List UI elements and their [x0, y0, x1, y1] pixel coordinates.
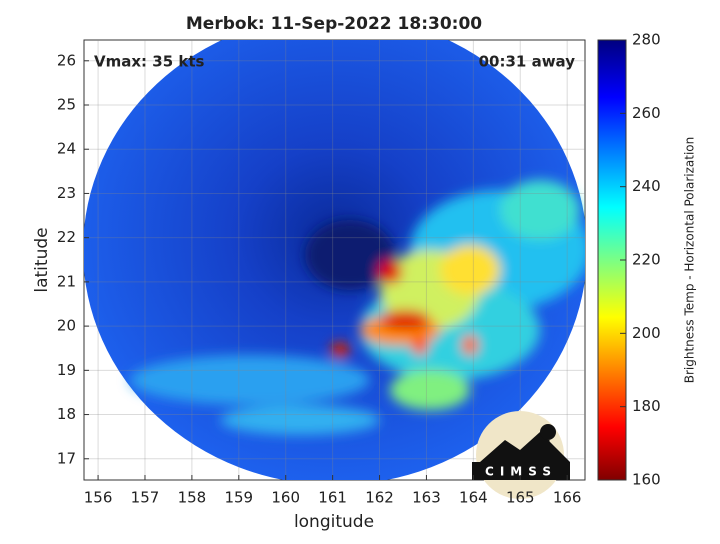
colorbar-label: Brightness Temp - Horizontal Polarizatio… — [683, 137, 697, 384]
grid — [84, 40, 585, 480]
y-tick-label: 21 — [57, 272, 76, 290]
y-tick-label: 17 — [57, 449, 76, 467]
x-tick-label: 156 — [84, 489, 113, 507]
annotation: Vmax: 35 kts — [94, 53, 204, 71]
annotation: 00:31 away — [479, 53, 576, 71]
logo: CIMSS — [472, 411, 570, 499]
colorbar-tick-label: 160 — [632, 471, 661, 489]
x-tick-label: 162 — [365, 489, 394, 507]
logo-text: CIMSS — [485, 465, 557, 479]
satellite-image — [84, 40, 585, 480]
colorbar-tick-label: 260 — [632, 104, 661, 122]
y-tick-label: 22 — [57, 228, 76, 246]
y-tick-label: 24 — [57, 140, 76, 158]
x-tick-label: 159 — [224, 489, 253, 507]
y-tick-label: 23 — [57, 184, 76, 202]
x-tick-label: 160 — [271, 489, 300, 507]
chart-title: Merbok: 11-Sep-2022 18:30:00 — [186, 14, 482, 34]
y-tick-label: 19 — [57, 361, 76, 379]
x-axis-label: longitude — [294, 512, 374, 532]
colorbar-tick-label: 180 — [632, 397, 661, 415]
x-tick-label: 163 — [412, 489, 441, 507]
x-tick-label: 157 — [131, 489, 160, 507]
x-tick-label: 166 — [553, 489, 582, 507]
colorbar-tick-label: 200 — [632, 324, 661, 342]
x-tick-label: 165 — [506, 489, 535, 507]
y-tick-label: 25 — [57, 96, 76, 114]
y-axis-label: latitude — [32, 227, 52, 292]
y-tick-label: 20 — [57, 317, 76, 335]
colorbar-tick-label: 240 — [632, 177, 661, 195]
y-tick-label: 18 — [57, 405, 76, 423]
colorbar-tick-label: 280 — [632, 31, 661, 49]
y-tick-label: 26 — [57, 51, 76, 69]
x-tick-label: 161 — [318, 489, 347, 507]
x-tick-label: 158 — [178, 489, 207, 507]
colorbar-tick-label: 220 — [632, 251, 661, 269]
x-tick-label: 164 — [459, 489, 488, 507]
